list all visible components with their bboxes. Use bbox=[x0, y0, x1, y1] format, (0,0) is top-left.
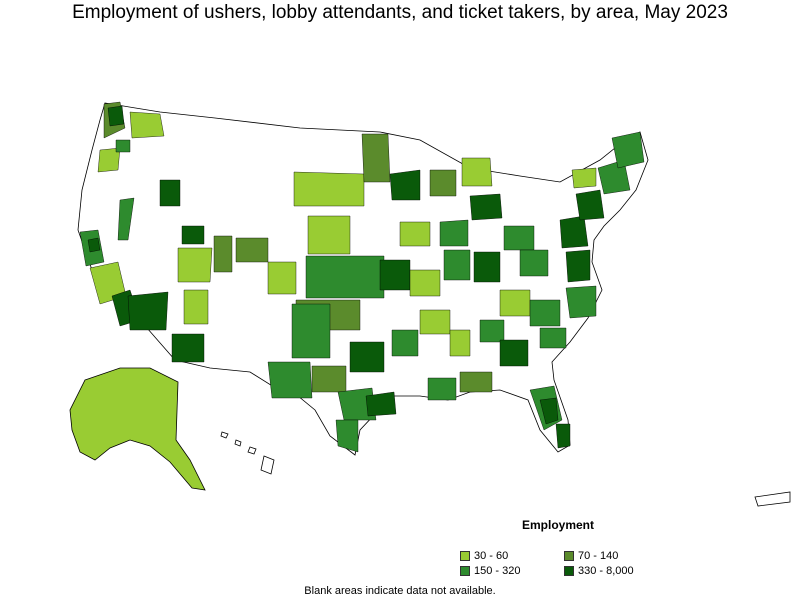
legend-label: 70 - 140 bbox=[578, 550, 619, 562]
legend-swatch bbox=[460, 551, 470, 561]
legend-label: 150 - 320 bbox=[474, 565, 521, 577]
legend-title: Employment bbox=[522, 518, 595, 532]
legend-swatch bbox=[564, 551, 574, 561]
puerto-rico-outline bbox=[754, 491, 791, 507]
area-fills bbox=[79, 101, 645, 453]
hawaii-outline bbox=[220, 431, 275, 475]
legend-label: 30 - 60 bbox=[474, 550, 509, 562]
legend: Employment 30 - 60 70 - 140 150 - 320 33… bbox=[460, 518, 660, 577]
legend-label: 330 - 8,000 bbox=[578, 565, 634, 577]
legend-item-150-320: 150 - 320 bbox=[460, 565, 564, 577]
legend-item-30-60: 30 - 60 bbox=[460, 550, 564, 562]
legend-item-330-8000: 330 - 8,000 bbox=[564, 565, 664, 577]
legend-swatch bbox=[564, 566, 574, 576]
footnote: Blank areas indicate data not available. bbox=[304, 585, 496, 597]
map-title: Employment of ushers, lobby attendants, … bbox=[72, 2, 728, 23]
legend-swatch bbox=[460, 566, 470, 576]
legend-item-70-140: 70 - 140 bbox=[564, 550, 664, 562]
alaska-outline bbox=[69, 367, 206, 491]
legend-grid: 30 - 60 70 - 140 150 - 320 330 - 8,000 bbox=[460, 550, 660, 577]
